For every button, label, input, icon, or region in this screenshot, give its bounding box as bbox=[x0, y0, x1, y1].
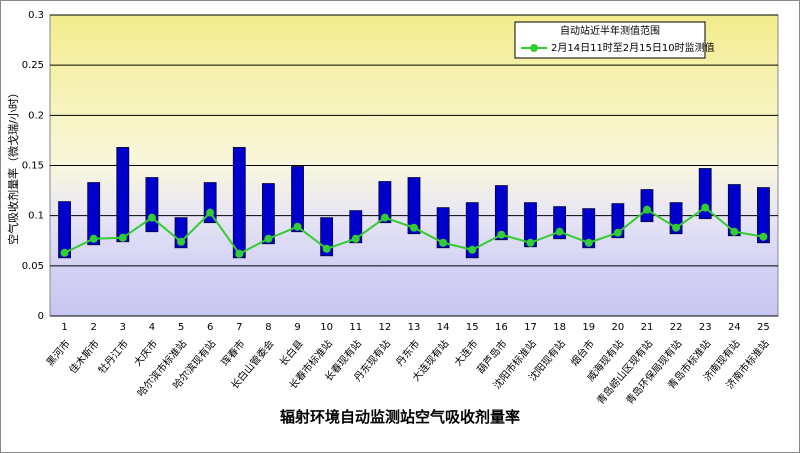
x-tick-label: 2 bbox=[90, 322, 96, 333]
range-bar bbox=[640, 189, 654, 223]
range-bar bbox=[465, 202, 479, 259]
y-tick-label: 0.25 bbox=[22, 60, 44, 71]
x-tick-label: 1 bbox=[61, 322, 67, 333]
range-bar bbox=[407, 177, 421, 235]
x-tick-label: 21 bbox=[641, 322, 654, 333]
range-bar bbox=[145, 177, 159, 233]
point bbox=[701, 203, 710, 212]
chart-title: 辐射环境自动监测站空气吸收剂量率 bbox=[280, 408, 520, 426]
point bbox=[118, 233, 127, 242]
x-tick-label: 7 bbox=[236, 322, 242, 333]
range-bar bbox=[291, 166, 304, 233]
point bbox=[147, 213, 156, 222]
range-bar bbox=[116, 147, 130, 243]
range-bar bbox=[232, 147, 246, 259]
x-tick-label: 17 bbox=[524, 322, 537, 333]
range-bar bbox=[582, 208, 596, 249]
x-tick-label: 20 bbox=[611, 322, 624, 333]
x-tick-label: 25 bbox=[757, 322, 770, 333]
point bbox=[759, 232, 768, 241]
point bbox=[206, 208, 215, 217]
point bbox=[468, 245, 477, 254]
point bbox=[672, 223, 681, 232]
point bbox=[177, 237, 186, 246]
legend-label: 2月14日11时至2月15日10时监测值 bbox=[551, 41, 715, 54]
range-bar bbox=[436, 207, 450, 249]
point bbox=[526, 238, 535, 247]
x-tick-label: 24 bbox=[728, 322, 741, 333]
point bbox=[410, 223, 418, 232]
point bbox=[730, 227, 739, 236]
range-bar bbox=[349, 210, 363, 244]
y-axis-label: 空气吸收剂量率（微戈瑞/小时） bbox=[6, 87, 20, 245]
point bbox=[584, 238, 593, 247]
range-bar bbox=[524, 202, 537, 248]
point bbox=[89, 234, 98, 243]
point bbox=[322, 244, 331, 253]
point bbox=[235, 249, 244, 258]
x-tick-label: 11 bbox=[349, 322, 362, 333]
y-tick-label: 0 bbox=[38, 311, 44, 322]
x-tick-label: 18 bbox=[553, 322, 566, 333]
x-tick-label: 13 bbox=[408, 322, 421, 333]
point bbox=[380, 213, 389, 222]
point bbox=[555, 227, 564, 236]
x-tick-label: 15 bbox=[466, 322, 479, 333]
legend-swatch bbox=[530, 44, 538, 52]
y-tick-label: 0.05 bbox=[22, 261, 44, 272]
point bbox=[293, 222, 302, 231]
point bbox=[60, 248, 69, 257]
x-tick-label: 16 bbox=[495, 322, 508, 333]
range-bar bbox=[494, 185, 508, 241]
range-bar bbox=[757, 187, 770, 244]
x-tick-label: 22 bbox=[670, 322, 683, 333]
range-bar bbox=[727, 184, 741, 237]
range-bar bbox=[378, 181, 392, 224]
range-bar bbox=[58, 201, 71, 259]
x-tick-label: 5 bbox=[178, 322, 184, 333]
x-tick-label: 12 bbox=[379, 322, 392, 333]
point bbox=[439, 238, 448, 247]
x-tick-label: 23 bbox=[699, 322, 712, 333]
legend bbox=[514, 21, 706, 59]
legend-label: 自动站近半年测值范围 bbox=[560, 24, 660, 37]
y-tick-label: 0.2 bbox=[28, 110, 44, 121]
y-tick-label: 0.1 bbox=[28, 211, 44, 222]
x-tick-label: 9 bbox=[294, 322, 300, 333]
point bbox=[497, 230, 506, 239]
range-bar bbox=[87, 182, 101, 246]
y-tick-label: 0.15 bbox=[22, 161, 44, 172]
point bbox=[642, 205, 651, 214]
x-tick-label: 6 bbox=[207, 322, 213, 333]
x-tick-label: 4 bbox=[149, 322, 155, 333]
x-tick-label: 14 bbox=[437, 322, 450, 333]
y-tick-label: 0.3 bbox=[28, 10, 44, 21]
point bbox=[351, 234, 360, 243]
range-bar bbox=[261, 183, 275, 245]
point bbox=[264, 234, 273, 243]
x-tick-label: 3 bbox=[120, 322, 126, 333]
x-tick-label: 10 bbox=[320, 322, 333, 333]
point bbox=[613, 228, 622, 237]
x-tick-label: 8 bbox=[265, 322, 271, 333]
x-tick-label: 19 bbox=[582, 322, 595, 333]
